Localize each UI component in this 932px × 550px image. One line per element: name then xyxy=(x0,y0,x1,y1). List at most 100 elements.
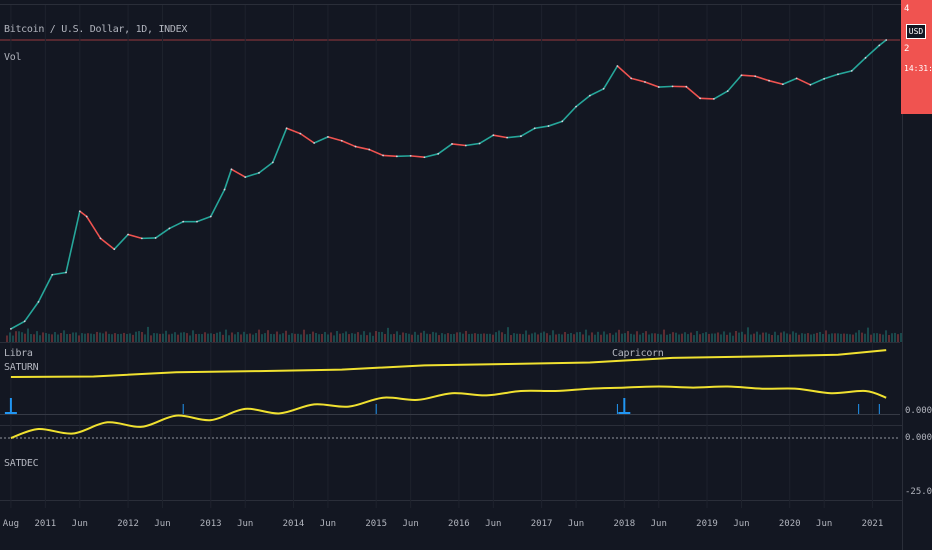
volume-bar xyxy=(405,333,407,342)
volume-bar xyxy=(360,334,362,342)
symbol-title[interactable]: Bitcoin / U.S. Dollar, 1D, INDEX xyxy=(4,24,188,35)
price-point xyxy=(127,233,129,236)
volume-bar xyxy=(855,332,857,342)
volume-bar xyxy=(144,334,146,342)
volume-bar xyxy=(267,330,269,342)
volume-bar xyxy=(477,333,479,342)
volume-bar xyxy=(171,333,173,342)
x-tick-label: Jun xyxy=(568,519,584,529)
volume-bar xyxy=(762,332,764,342)
price-point xyxy=(78,210,81,213)
volume-bar xyxy=(546,333,548,342)
volume-bar xyxy=(723,331,725,342)
volume-bar xyxy=(837,333,839,342)
currency-badge[interactable]: USD xyxy=(906,24,926,39)
price-point xyxy=(37,300,40,303)
price-segment xyxy=(231,168,246,178)
volume-bar xyxy=(453,333,455,342)
volume-bar xyxy=(711,333,713,342)
volume-bar xyxy=(63,330,65,342)
volume-bar xyxy=(624,333,626,342)
price-point xyxy=(51,273,54,276)
price-segment xyxy=(286,127,301,135)
volume-bar xyxy=(243,331,245,342)
volume-bar xyxy=(657,333,659,342)
price-segment xyxy=(548,120,563,127)
volume-bar xyxy=(324,331,326,342)
volume-bar xyxy=(846,333,848,342)
grid-lines xyxy=(0,4,932,508)
price-point xyxy=(65,271,67,274)
volume-bar xyxy=(822,333,824,342)
x-tick-label: Aug xyxy=(3,519,19,529)
price-point xyxy=(520,135,522,138)
price-point xyxy=(478,142,481,145)
volume-bar xyxy=(168,334,170,342)
price-segment xyxy=(810,78,825,86)
price-point xyxy=(368,148,371,151)
price-point xyxy=(506,136,509,139)
volume-bar xyxy=(588,335,590,342)
volume-bar xyxy=(867,327,869,342)
volume-bar xyxy=(885,330,887,342)
price-point xyxy=(754,75,757,78)
volume-bar xyxy=(897,334,899,342)
satdec-indicator-title[interactable]: SATDEC xyxy=(4,458,39,469)
price-segment xyxy=(479,134,494,145)
volume-bar xyxy=(687,334,689,342)
volume-bar xyxy=(114,333,116,342)
price-point xyxy=(630,77,633,80)
volume-bar xyxy=(117,334,119,342)
volume-bar xyxy=(447,333,449,342)
price-segment xyxy=(410,155,425,159)
x-tick-label: 2016 xyxy=(448,519,470,529)
volume-bar xyxy=(651,333,653,342)
volume-bar xyxy=(366,335,368,342)
price-series xyxy=(9,39,888,330)
volume-bar xyxy=(261,334,263,342)
volume-bar xyxy=(759,334,761,342)
volume-bar xyxy=(189,335,191,342)
volume-bar xyxy=(849,334,851,342)
volume-bar xyxy=(831,333,833,342)
volume-bar xyxy=(876,333,878,342)
volume-bar xyxy=(789,334,791,342)
volume-bar xyxy=(210,333,212,342)
volume-bar xyxy=(663,329,665,342)
volume-bar xyxy=(372,335,374,342)
volume-bar xyxy=(726,334,728,342)
volume-bar xyxy=(528,334,530,342)
price-point xyxy=(382,154,384,157)
price-point xyxy=(588,94,591,97)
price-segment xyxy=(10,320,26,330)
volume-bar xyxy=(561,334,563,342)
volume-label[interactable]: Vol xyxy=(4,52,22,63)
volume-bar xyxy=(81,333,83,342)
volume-bar xyxy=(315,332,317,342)
volume-bar xyxy=(408,333,410,342)
volume-bar xyxy=(525,330,527,342)
volume-bar xyxy=(420,332,422,342)
volume-bar xyxy=(603,331,605,342)
volume-bar xyxy=(669,333,671,342)
price-point xyxy=(140,237,143,240)
price-segment xyxy=(589,88,604,97)
volume-bar xyxy=(585,329,587,342)
volume-bar xyxy=(795,332,797,342)
volume-bar xyxy=(255,333,257,342)
volume-bar xyxy=(681,333,683,342)
volume-bar xyxy=(678,334,680,342)
saturn-indicator-title[interactable]: SATURN xyxy=(4,362,39,373)
volume-bar xyxy=(6,335,8,342)
volume-bar xyxy=(519,333,521,342)
x-tick-label: Jun xyxy=(816,519,832,529)
volume-bar xyxy=(66,334,68,342)
volume-bar xyxy=(318,334,320,342)
volume-bar xyxy=(351,333,353,342)
x-tick-label: Jun xyxy=(651,519,667,529)
price-tag-line-2: 2 xyxy=(904,44,910,54)
price-point xyxy=(437,152,440,155)
price-point xyxy=(864,56,867,59)
saturn-line xyxy=(10,349,887,378)
